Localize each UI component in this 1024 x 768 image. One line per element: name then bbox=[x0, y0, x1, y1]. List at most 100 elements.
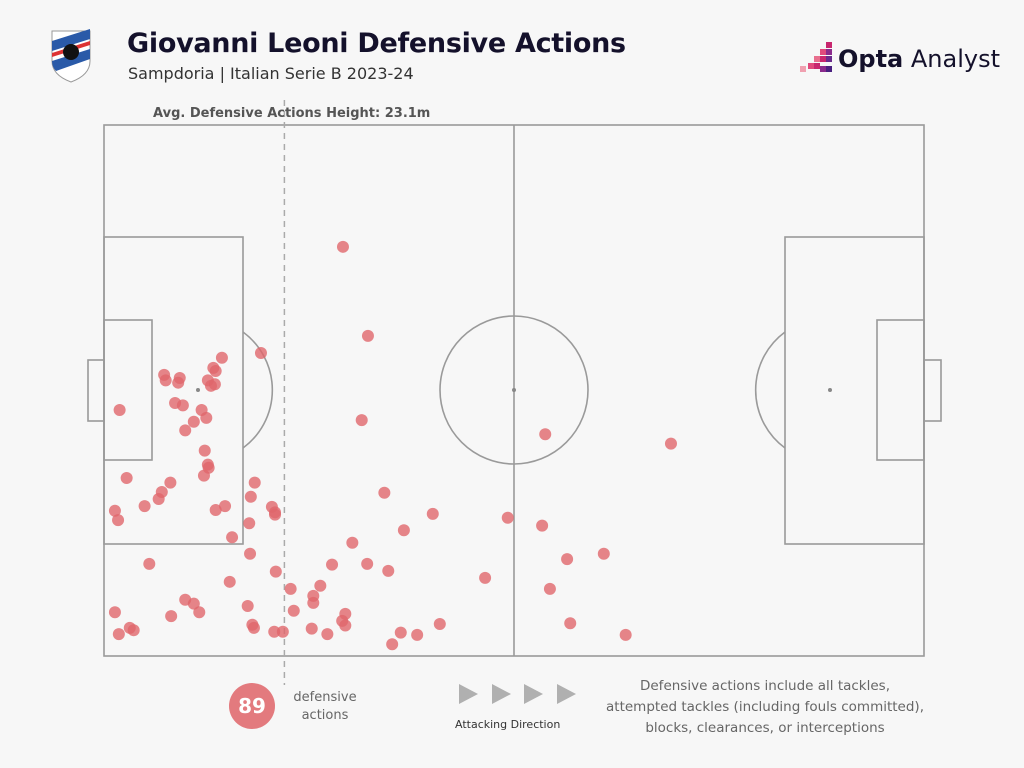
defensive-action-point bbox=[564, 617, 577, 630]
defensive-action-point bbox=[269, 565, 282, 578]
defensive-action-point bbox=[138, 500, 151, 513]
action-count-label: defensive actions bbox=[285, 689, 365, 725]
right-goal bbox=[923, 359, 942, 422]
defensive-action-point bbox=[276, 625, 289, 638]
left-penalty-spot bbox=[196, 388, 200, 392]
count-label-line: defensive bbox=[293, 690, 357, 705]
defensive-action-point bbox=[187, 597, 200, 610]
left-six-yard-box bbox=[103, 319, 153, 461]
defensive-action-point bbox=[433, 617, 446, 630]
page-subtitle: Sampdoria | Italian Serie B 2023-24 bbox=[128, 64, 414, 83]
right-penalty-arc bbox=[754, 331, 786, 449]
opta-logo-icon bbox=[800, 42, 832, 72]
defensive-action-point bbox=[244, 490, 257, 503]
defensive-action-point bbox=[597, 547, 610, 560]
defensive-action-point bbox=[152, 493, 165, 506]
left-penalty-box bbox=[103, 236, 244, 545]
defensive-action-point bbox=[247, 621, 260, 634]
defensive-action-point bbox=[127, 624, 140, 637]
arrow-right-icon bbox=[524, 684, 543, 704]
note-line: attempted tackles (including fouls commi… bbox=[606, 699, 924, 715]
defensive-action-point bbox=[346, 536, 359, 549]
defensive-action-point bbox=[164, 476, 177, 489]
defensive-action-point bbox=[219, 500, 232, 513]
defensive-action-point bbox=[619, 628, 632, 641]
center-circle bbox=[439, 315, 589, 465]
defensive-action-point bbox=[244, 547, 257, 560]
defensive-action-point bbox=[176, 399, 189, 412]
pitch-lines bbox=[87, 124, 942, 657]
defensive-action-point bbox=[112, 514, 125, 527]
club-crest-icon bbox=[51, 29, 91, 83]
defensive-action-point bbox=[165, 610, 178, 623]
defensive-action-point bbox=[336, 240, 349, 253]
defensive-action-point bbox=[543, 582, 556, 595]
defensive-action-point bbox=[198, 444, 211, 457]
right-penalty-box bbox=[784, 236, 925, 545]
defensive-action-point bbox=[120, 471, 133, 484]
brand-rest: Analyst bbox=[903, 45, 1000, 73]
attacking-direction-label: Attacking Direction bbox=[455, 718, 561, 731]
attacking-direction-arrows bbox=[459, 684, 576, 704]
defensive-action-point bbox=[197, 469, 210, 482]
note-line: Defensive actions include all tackles, bbox=[639, 678, 891, 694]
defensive-action-point bbox=[501, 511, 514, 524]
left-goal bbox=[87, 359, 105, 422]
defensive-action-point bbox=[215, 351, 228, 364]
defensive-action-point bbox=[326, 558, 339, 571]
right-penalty-spot bbox=[828, 388, 832, 392]
defensive-action-point bbox=[339, 619, 352, 632]
action-count-badge: 89 bbox=[229, 683, 275, 729]
defensive-action-point bbox=[479, 571, 492, 584]
defensive-action-point bbox=[112, 628, 125, 641]
page-title: Giovanni Leoni Defensive Actions bbox=[127, 28, 626, 59]
defensive-action-point bbox=[269, 508, 282, 521]
defensive-action-point bbox=[254, 347, 267, 360]
defensive-action-point bbox=[378, 486, 391, 499]
defensive-action-point bbox=[187, 415, 200, 428]
right-six-yard-box bbox=[876, 319, 925, 461]
defensive-action-point bbox=[223, 575, 236, 588]
brand-bold: Opta bbox=[838, 45, 904, 73]
defensive-action-point bbox=[287, 604, 300, 617]
defensive-action-point bbox=[179, 424, 192, 437]
defensive-action-point bbox=[561, 553, 574, 566]
defensive-action-point bbox=[539, 428, 552, 441]
defensive-action-point bbox=[108, 606, 121, 619]
defensive-action-point bbox=[284, 582, 297, 595]
defensive-action-point bbox=[361, 329, 374, 342]
note-line: blocks, clearances, or interceptions bbox=[645, 720, 885, 736]
arrow-right-icon bbox=[492, 684, 511, 704]
definition-note: Defensive actions include all tackles, a… bbox=[590, 676, 940, 739]
arrow-right-icon bbox=[459, 684, 478, 704]
defensive-action-point bbox=[204, 379, 217, 392]
count-label-line: actions bbox=[301, 708, 349, 723]
defensive-action-point bbox=[268, 625, 281, 638]
defensive-action-point bbox=[536, 519, 549, 532]
defensive-action-point bbox=[411, 628, 424, 641]
defensive-action-point bbox=[307, 596, 320, 609]
defensive-action-point bbox=[664, 437, 677, 450]
defensive-action-point bbox=[243, 517, 256, 530]
defensive-action-point bbox=[143, 557, 156, 570]
defensive-action-point bbox=[248, 476, 261, 489]
defensive-action-point bbox=[321, 628, 334, 641]
defensive-action-point bbox=[113, 404, 126, 417]
defensive-action-point bbox=[305, 622, 318, 635]
defensive-action-point bbox=[193, 606, 206, 619]
defensive-action-point bbox=[108, 504, 121, 517]
defensive-action-point bbox=[314, 579, 327, 592]
defensive-action-point bbox=[159, 374, 172, 387]
arrow-right-icon bbox=[557, 684, 576, 704]
defensive-action-point bbox=[200, 411, 213, 424]
defensive-action-point bbox=[386, 638, 399, 651]
center-spot bbox=[512, 388, 516, 392]
defensive-action-point bbox=[361, 557, 374, 570]
defensive-action-point bbox=[241, 600, 254, 613]
points-layer bbox=[108, 240, 677, 651]
brand-logo: Opta Analyst bbox=[838, 45, 1000, 73]
defensive-action-point bbox=[397, 524, 410, 537]
defensive-action-point bbox=[382, 564, 395, 577]
avg-height-label: Avg. Defensive Actions Height: 23.1m bbox=[153, 106, 431, 121]
